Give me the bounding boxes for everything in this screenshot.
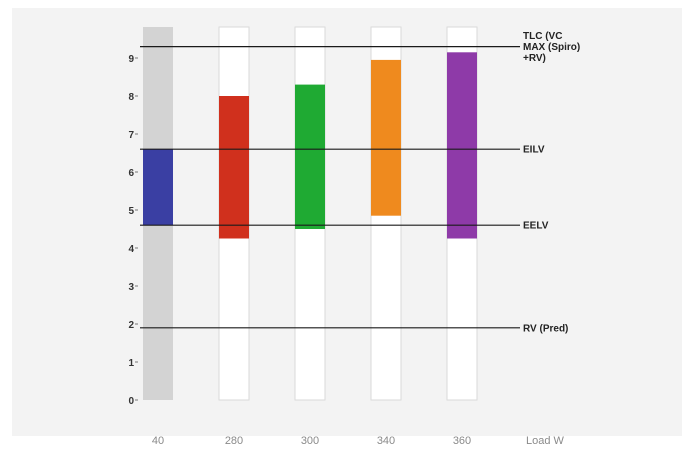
range-bars bbox=[143, 52, 477, 239]
y-tick-5: 5 bbox=[128, 206, 134, 217]
range-bar-360 bbox=[447, 52, 477, 239]
x-tick-280: 280 bbox=[225, 435, 243, 447]
range-bar-280 bbox=[219, 96, 249, 239]
reference-label-0-2: +RV) bbox=[523, 53, 546, 64]
range-bar-340 bbox=[371, 59, 401, 216]
x-tick-40: 40 bbox=[152, 435, 164, 447]
y-tick-0: 0 bbox=[128, 396, 134, 407]
x-axis-label: Load W bbox=[526, 435, 565, 447]
reference-label-3-0: RV (Pred) bbox=[523, 323, 568, 334]
reference-label-1-0: EILV bbox=[523, 145, 545, 156]
plot-background bbox=[12, 8, 682, 436]
y-tick-9: 9 bbox=[128, 54, 134, 65]
reference-label-2-0: EELV bbox=[523, 221, 549, 232]
reference-label-0-1: MAX (Spiro) bbox=[523, 42, 580, 53]
x-tick-300: 300 bbox=[301, 435, 319, 447]
range-bar-300 bbox=[295, 84, 325, 229]
y-tick-2: 2 bbox=[128, 320, 134, 331]
y-tick-1: 1 bbox=[128, 358, 134, 369]
y-axis-ticks: 0 1 2 3 4 5 6 7 8 9 bbox=[128, 54, 138, 407]
y-tick-8: 8 bbox=[128, 92, 134, 103]
reference-label-0-0: TLC (VC bbox=[523, 31, 562, 42]
x-axis-ticks: 40 280 300 340 360 bbox=[152, 435, 471, 447]
x-tick-340: 340 bbox=[377, 435, 395, 447]
y-tick-7: 7 bbox=[128, 130, 134, 141]
range-bar-40 bbox=[143, 149, 173, 226]
x-tick-360: 360 bbox=[453, 435, 471, 447]
y-tick-3: 3 bbox=[128, 282, 134, 293]
y-tick-4: 4 bbox=[128, 244, 134, 255]
y-tick-6: 6 bbox=[128, 168, 134, 179]
